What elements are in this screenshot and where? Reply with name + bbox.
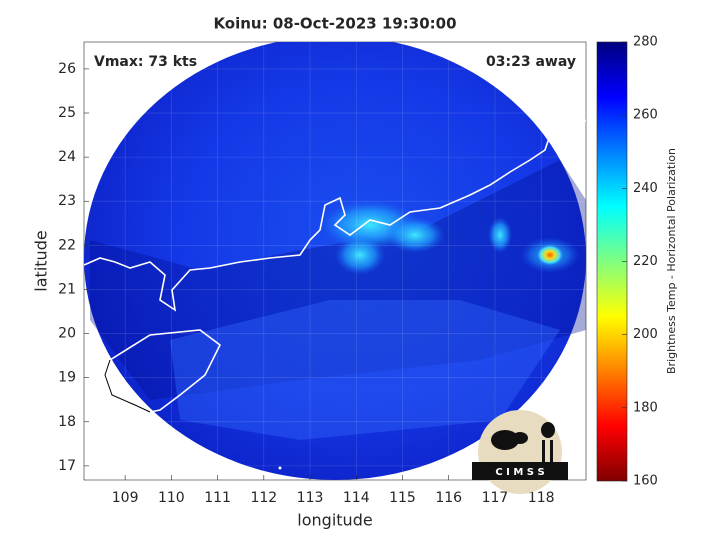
y-tick-label: 22 (58, 237, 76, 253)
y-tick-label: 25 (58, 105, 76, 121)
annotation: 03:23 away (486, 54, 576, 70)
y-tick-label: 18 (58, 414, 76, 430)
colorbar-tick-label: 260 (633, 108, 658, 123)
colorbar-label: Brightness Temp - Horizontal Polarizatio… (665, 148, 678, 374)
y-tick-label: 26 (58, 61, 76, 77)
colorbar-tick-label: 180 (633, 400, 658, 415)
logo: C I M S S (472, 410, 568, 494)
logo-text: C I M S S (495, 467, 544, 478)
annotation: Vmax: 73 kts (94, 54, 197, 70)
colorbar-tick-label: 160 (633, 474, 658, 489)
x-tick-label: 114 (343, 490, 370, 506)
x-axis-label: longitude (297, 511, 372, 530)
x-tick-label: 117 (482, 490, 509, 506)
x-tick-label: 111 (204, 490, 231, 506)
x-tick-label: 116 (435, 490, 462, 506)
y-tick-label: 19 (58, 370, 76, 386)
x-tick-label: 113 (297, 490, 324, 506)
grid (84, 42, 586, 480)
colorbar-tick-label: 220 (633, 254, 658, 269)
colorbar-tick-label: 280 (633, 35, 658, 50)
x-tick-label: 112 (250, 490, 277, 506)
axes: 109 110 111 112 113 114 115 116 117 118 17 18 19 20 21… (58, 61, 554, 506)
y-tick-label: 24 (58, 149, 76, 165)
y-tick-label: 21 (58, 281, 76, 297)
y-tick-label: 17 (58, 458, 76, 474)
y-tick-label: 23 (58, 193, 76, 209)
satellite-image (84, 42, 586, 480)
chart-title: Koinu: 08-Oct-2023 19:30:00 (213, 15, 456, 33)
x-tick-label: 109 (112, 490, 139, 506)
y-axis-label: latitude (32, 230, 51, 291)
colorbar-tick-label: 240 (633, 181, 658, 196)
colorbar-tick-label: 200 (633, 327, 658, 342)
x-tick-label: 118 (528, 490, 555, 506)
x-tick-label: 115 (389, 490, 416, 506)
y-tick-label: 20 (58, 326, 76, 342)
x-tick-label: 110 (158, 490, 185, 506)
